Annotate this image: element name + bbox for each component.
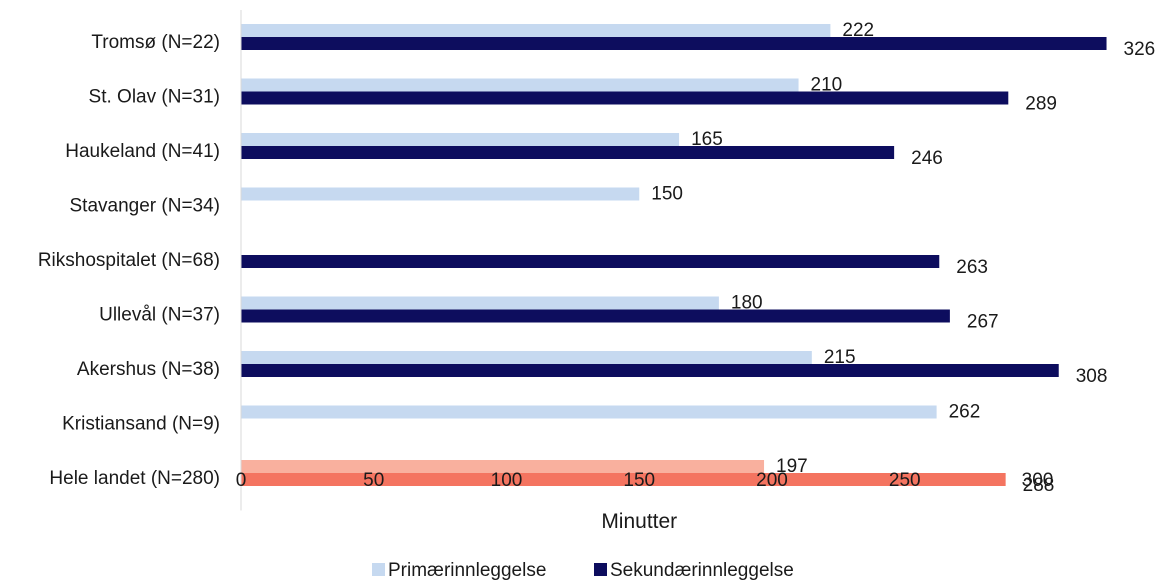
- bar-sekundaer: [241, 309, 950, 323]
- data-label: 326: [1124, 39, 1156, 60]
- data-label: 246: [911, 148, 943, 169]
- category-label: Ullevål (N=37): [99, 305, 220, 326]
- category-label: Akershus (N=38): [77, 359, 220, 380]
- data-label: 262: [949, 402, 981, 423]
- bar-sekundaer: [241, 364, 1059, 377]
- bar-primaer: [241, 405, 937, 419]
- data-label: 150: [651, 184, 683, 205]
- bar-sekundaer: [241, 37, 1107, 50]
- category-labels: Tromsø (N=22) St. Olav (N=31) Haukeland (N…: [38, 32, 220, 489]
- bar-sekundaer: [241, 91, 1009, 105]
- bar-primaer: [241, 133, 680, 146]
- x-tick-label: 0: [236, 470, 247, 491]
- bar-primaer: [241, 296, 719, 310]
- category-label: Rikshospitalet (N=68): [38, 250, 220, 271]
- data-label: 197: [776, 456, 808, 477]
- bar-primaer: [241, 460, 765, 473]
- data-label: 308: [1076, 366, 1108, 387]
- x-axis-title: Minutter: [601, 510, 677, 533]
- bar-primaer: [241, 24, 831, 37]
- data-label: 180: [731, 293, 763, 314]
- data-label: 267: [967, 312, 999, 333]
- category-label: Haukeland (N=41): [65, 141, 220, 162]
- data-label: 288: [1023, 475, 1055, 496]
- x-tick-label: 300: [1022, 470, 1054, 491]
- category-label: Hele landet (N=280): [49, 468, 220, 489]
- data-label: 222: [842, 20, 874, 41]
- bar-primaer: [241, 187, 640, 201]
- x-tick-label: 50: [363, 470, 384, 491]
- bar-sekundaer: [241, 146, 895, 159]
- data-label: 215: [824, 347, 856, 368]
- data-label: 289: [1025, 94, 1057, 115]
- x-tick-label: 150: [623, 470, 655, 491]
- data-label: 210: [811, 75, 843, 96]
- bar-sekundaer: [241, 473, 1006, 486]
- data-label: 263: [956, 257, 988, 278]
- legend-swatch-primaer: [372, 563, 385, 576]
- legend-label-sekundaer: Sekundærinnleggelse: [610, 560, 794, 581]
- x-tick-label: 100: [491, 470, 523, 491]
- category-label: Stavanger (N=34): [70, 196, 221, 217]
- legend: Primærinnleggelse Sekundærinnleggelse: [372, 560, 794, 581]
- legend-label-primaer: Primærinnleggelse: [388, 560, 546, 581]
- x-tick-labels: 0 50 100 150 200 250 300: [236, 470, 1054, 491]
- data-label: 165: [691, 129, 723, 150]
- category-label: Tromsø (N=22): [91, 32, 220, 53]
- bar-primaer: [241, 351, 812, 364]
- bars-group: 222 326 210 289 165 246 150 263 180 267 215 308 262 1…: [241, 20, 1155, 496]
- category-label: St. Olav (N=31): [89, 87, 220, 108]
- x-tick-label: 250: [889, 470, 921, 491]
- bar-primaer: [241, 78, 799, 92]
- x-tick-label: 200: [756, 470, 788, 491]
- bar-sekundaer: [241, 255, 940, 268]
- category-label: Kristiansand (N=9): [62, 414, 220, 435]
- legend-swatch-sekundaer: [594, 563, 607, 576]
